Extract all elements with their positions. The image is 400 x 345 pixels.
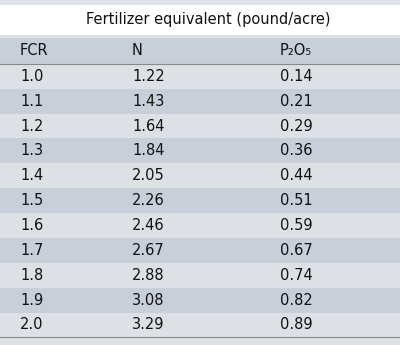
Text: P₂O₅: P₂O₅ bbox=[280, 43, 312, 58]
Bar bbox=[0, 288, 400, 313]
Text: 3.29: 3.29 bbox=[132, 317, 164, 333]
Text: 0.51: 0.51 bbox=[280, 193, 313, 208]
Text: 1.0: 1.0 bbox=[20, 69, 43, 84]
Text: 1.43: 1.43 bbox=[132, 93, 164, 109]
Bar bbox=[0, 213, 400, 238]
Bar bbox=[0, 89, 400, 114]
Text: 0.59: 0.59 bbox=[280, 218, 313, 233]
Text: 2.05: 2.05 bbox=[132, 168, 165, 183]
Bar bbox=[0, 5, 400, 34]
Text: 1.5: 1.5 bbox=[20, 193, 43, 208]
Text: 1.1: 1.1 bbox=[20, 93, 43, 109]
Text: 1.7: 1.7 bbox=[20, 243, 43, 258]
Text: 1.9: 1.9 bbox=[20, 293, 43, 308]
Text: 3.08: 3.08 bbox=[132, 293, 164, 308]
Bar bbox=[0, 238, 400, 263]
Text: 0.44: 0.44 bbox=[280, 168, 313, 183]
Bar bbox=[0, 114, 400, 138]
Bar bbox=[0, 38, 400, 64]
Text: 0.74: 0.74 bbox=[280, 268, 313, 283]
Text: 0.29: 0.29 bbox=[280, 118, 313, 134]
Text: 2.67: 2.67 bbox=[132, 243, 165, 258]
Text: 1.6: 1.6 bbox=[20, 218, 43, 233]
Bar bbox=[0, 163, 400, 188]
Text: 2.26: 2.26 bbox=[132, 193, 165, 208]
Text: 1.22: 1.22 bbox=[132, 69, 165, 84]
Text: 1.4: 1.4 bbox=[20, 168, 43, 183]
Text: 0.89: 0.89 bbox=[280, 317, 313, 333]
Text: 2.46: 2.46 bbox=[132, 218, 165, 233]
Text: N: N bbox=[132, 43, 143, 58]
Text: 1.3: 1.3 bbox=[20, 144, 43, 158]
Bar bbox=[0, 263, 400, 288]
Bar bbox=[0, 188, 400, 213]
Text: 0.14: 0.14 bbox=[280, 69, 313, 84]
Text: 2.88: 2.88 bbox=[132, 268, 165, 283]
Text: 2.0: 2.0 bbox=[20, 317, 44, 333]
Text: FCR: FCR bbox=[20, 43, 49, 58]
Bar bbox=[0, 313, 400, 337]
Text: 1.64: 1.64 bbox=[132, 118, 164, 134]
Text: 1.84: 1.84 bbox=[132, 144, 164, 158]
Text: 0.82: 0.82 bbox=[280, 293, 313, 308]
Text: 1.2: 1.2 bbox=[20, 118, 43, 134]
Bar bbox=[0, 64, 400, 89]
Bar bbox=[0, 138, 400, 163]
Text: 0.36: 0.36 bbox=[280, 144, 312, 158]
Text: 0.67: 0.67 bbox=[280, 243, 313, 258]
Text: 0.21: 0.21 bbox=[280, 93, 313, 109]
Text: 1.8: 1.8 bbox=[20, 268, 43, 283]
Text: Fertilizer equivalent (pound/acre): Fertilizer equivalent (pound/acre) bbox=[86, 12, 330, 27]
